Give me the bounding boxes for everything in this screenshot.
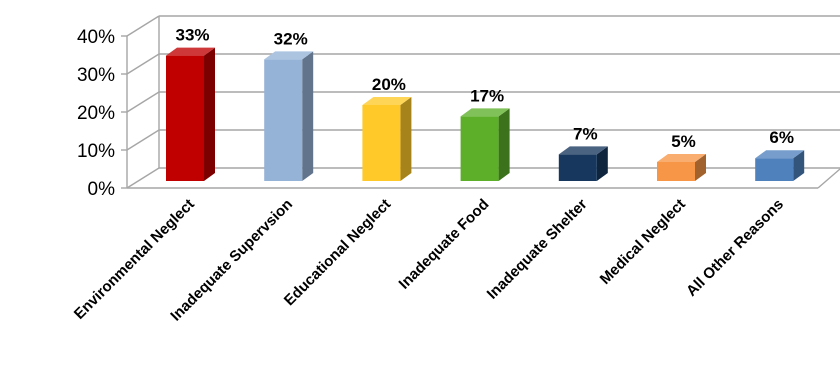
bar-top <box>657 154 706 162</box>
bar-side <box>793 150 805 181</box>
gridline-side <box>126 91 160 113</box>
x-tick-label: Medical Neglect <box>597 196 689 288</box>
bar-top <box>264 51 314 60</box>
y-tick-label: 10% <box>77 141 115 162</box>
bar-top <box>558 146 608 155</box>
data-label: 20% <box>372 75 406 94</box>
x-tick-label: Inadequate Shelter <box>484 196 591 303</box>
bar-front <box>558 154 597 181</box>
x-tick-label: Educational Neglect <box>281 196 394 309</box>
y-axis-ticks: 0% 10% 20% 30% 40% <box>77 27 115 200</box>
data-label: 32% <box>274 29 308 48</box>
bar-top <box>460 108 510 117</box>
x-tick-label: Inadequate Food <box>396 196 493 293</box>
bar-top <box>166 47 215 56</box>
bar-front <box>264 59 303 181</box>
data-labels: 33% 32% 20% 17% 7% 5% 6% <box>175 26 794 151</box>
gridline-side <box>126 53 160 75</box>
bar-side <box>498 108 510 181</box>
floor-right-edge <box>817 168 840 189</box>
bar <box>657 154 706 181</box>
bars <box>166 47 805 182</box>
bar-front <box>166 55 204 181</box>
x-tick-label: All Other Reasons <box>683 196 787 300</box>
bar-side <box>596 146 608 181</box>
bar-front <box>657 162 695 181</box>
data-label: 33% <box>175 26 209 45</box>
gridline-side <box>126 15 160 37</box>
bar-top <box>755 150 805 159</box>
bar-top <box>362 97 412 105</box>
data-label: 17% <box>470 86 504 105</box>
bar <box>460 108 510 181</box>
gridline-side <box>126 129 160 151</box>
bar <box>264 51 314 182</box>
bar-side <box>204 47 215 181</box>
bar <box>558 146 608 181</box>
bar <box>166 47 215 181</box>
bar-front <box>755 158 794 181</box>
bar-front <box>460 116 499 181</box>
y-tick-label: 20% <box>77 103 115 124</box>
bar-side <box>302 51 314 182</box>
data-label: 7% <box>573 124 598 143</box>
bar-side <box>695 154 706 181</box>
bar-front <box>362 105 401 181</box>
bar <box>755 150 805 181</box>
data-label: 5% <box>671 132 696 151</box>
bar <box>362 97 412 181</box>
y-tick-label: 30% <box>77 65 115 86</box>
y-tick-label: 40% <box>77 27 115 48</box>
floor-edge <box>126 167 160 189</box>
bar-side <box>400 97 412 181</box>
data-label: 6% <box>769 128 794 147</box>
y-tick-label: 0% <box>88 179 116 200</box>
